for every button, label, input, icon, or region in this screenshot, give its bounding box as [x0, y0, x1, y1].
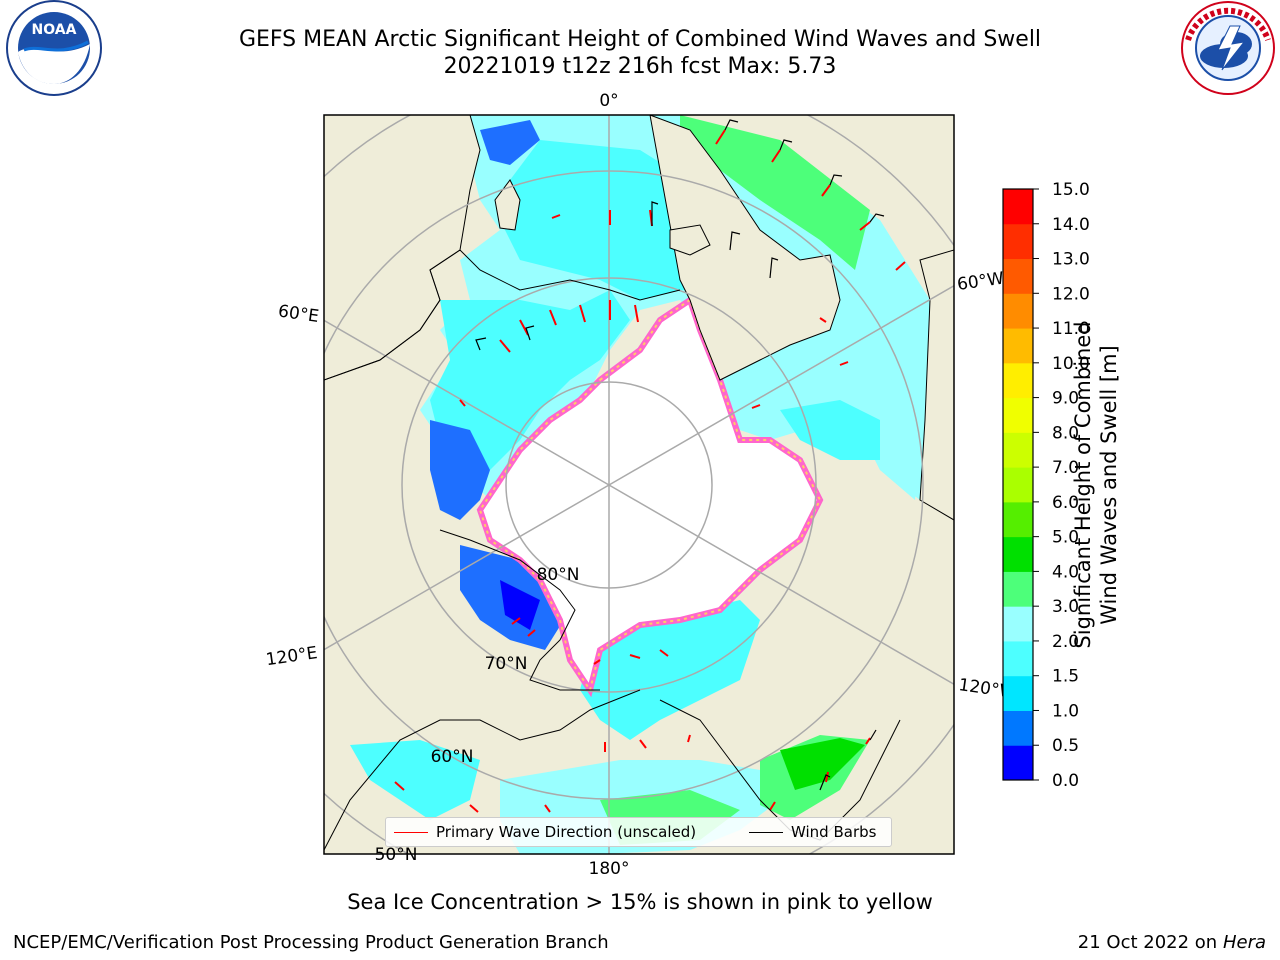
- black-line-icon: [749, 832, 783, 833]
- colorbar-segment: [1003, 640, 1033, 677]
- colorbar-segment: [1003, 258, 1033, 294]
- footer-host: Hera: [1222, 932, 1266, 953]
- colorbar-tick-label: 6.0: [1052, 493, 1079, 513]
- colorbar-segment: [1003, 432, 1033, 468]
- colorbar-segment: [1003, 362, 1033, 399]
- colorbar-segment: [1003, 501, 1033, 538]
- colorbar-segment: [1003, 293, 1033, 329]
- wave-direction-arrows: [394, 129, 906, 813]
- colorbar-segment: [1003, 223, 1033, 260]
- footer-date-text: 21 Oct 2022 on: [1077, 932, 1223, 953]
- legend-wind-barbs-label: Wind Barbs: [791, 823, 877, 841]
- legend-item-wind-barbs: Wind Barbs: [749, 823, 876, 841]
- lon-label-0: 0°: [599, 91, 618, 111]
- colorbar-label-line1: Significant Height of Combined: [1071, 321, 1095, 649]
- noaa-logo-icon: NOAA: [6, 0, 102, 96]
- lat-label-80n: 80°N: [537, 565, 580, 585]
- lon-label-180: 180°: [589, 859, 630, 879]
- colorbar-segment: [1003, 536, 1033, 572]
- footer-credit: NCEP/EMC/Verification Post Processing Pr…: [13, 932, 609, 953]
- lat-label-70n: 70°N: [485, 654, 528, 674]
- colorbar-tick-label: 3.0: [1052, 597, 1079, 617]
- colorbar-segment: [1003, 189, 1033, 225]
- footer-date: 21 Oct 2022 on Hera: [1078, 932, 1266, 953]
- colorbar-tick-label: 4.0: [1052, 562, 1079, 582]
- colorbar-tick-label: 1.0: [1052, 701, 1079, 721]
- colorbar-tick-label: 2.0: [1052, 632, 1079, 652]
- longitude-lines: [324, 115, 954, 854]
- legend-primary-wave-label: Primary Wave Direction (unscaled): [436, 823, 697, 841]
- colorbar-tick-label: 10.0: [1052, 354, 1090, 374]
- colorbar-tick-label: 0.0: [1052, 771, 1079, 791]
- colorbar-segment: [1003, 606, 1033, 642]
- colorbar-tick-label: 5.0: [1052, 528, 1079, 548]
- sea-ice-note: Sea Ice Concentration > 15% is shown in …: [347, 890, 933, 914]
- colorbar-tick-label: 1.5: [1052, 667, 1079, 687]
- colorbar-segment: [1003, 467, 1033, 503]
- noaa-logo-text: NOAA: [32, 22, 77, 38]
- colorbar-tick-label: 12.0: [1052, 284, 1090, 304]
- map-legend: Primary Wave Direction (unscaled) Wind B…: [385, 817, 892, 847]
- colorbar-tick-label: 13.0: [1052, 250, 1090, 270]
- colorbar-segment: [1003, 675, 1033, 711]
- colorbar-frame: [1002, 188, 1034, 781]
- colorbar-segment: [1003, 745, 1033, 781]
- colorbar-label-line2: Wind Waves and Swell [m]: [1097, 345, 1121, 625]
- colorbar-segment: [1003, 710, 1033, 746]
- iceland: [669, 224, 711, 256]
- chart-subtitle: 20221019 t12z 216h fcst Max: 5.73: [443, 54, 837, 79]
- colorbar-tick-label: 14.0: [1052, 215, 1090, 235]
- nws-logo-icon: [1181, 1, 1275, 95]
- colorbar-tick-label: 9.0: [1052, 389, 1079, 409]
- lat-label-50n: 50°N: [375, 845, 418, 865]
- colorbar-tick-label: 7.0: [1052, 458, 1079, 478]
- colorbar-segment: [1003, 328, 1033, 364]
- colorbar-tick-label: 8.0: [1052, 423, 1079, 443]
- colorbar-segment: [1003, 571, 1033, 607]
- colorbar-tick-label: 11.0: [1052, 319, 1090, 339]
- lat-label-60n: 60°N: [431, 747, 474, 767]
- colorbar-tick-label: 0.5: [1052, 736, 1079, 756]
- red-line-icon: [394, 832, 428, 833]
- chart-title: GEFS MEAN Arctic Significant Height of C…: [238, 27, 1042, 52]
- colorbar-tick-label: 15.0: [1052, 180, 1090, 200]
- wind-barbs: [475, 119, 885, 791]
- map-frame: [323, 114, 955, 855]
- legend-item-primary-wave: Primary Wave Direction (unscaled): [394, 823, 696, 841]
- colorbar-segment: [1003, 397, 1033, 433]
